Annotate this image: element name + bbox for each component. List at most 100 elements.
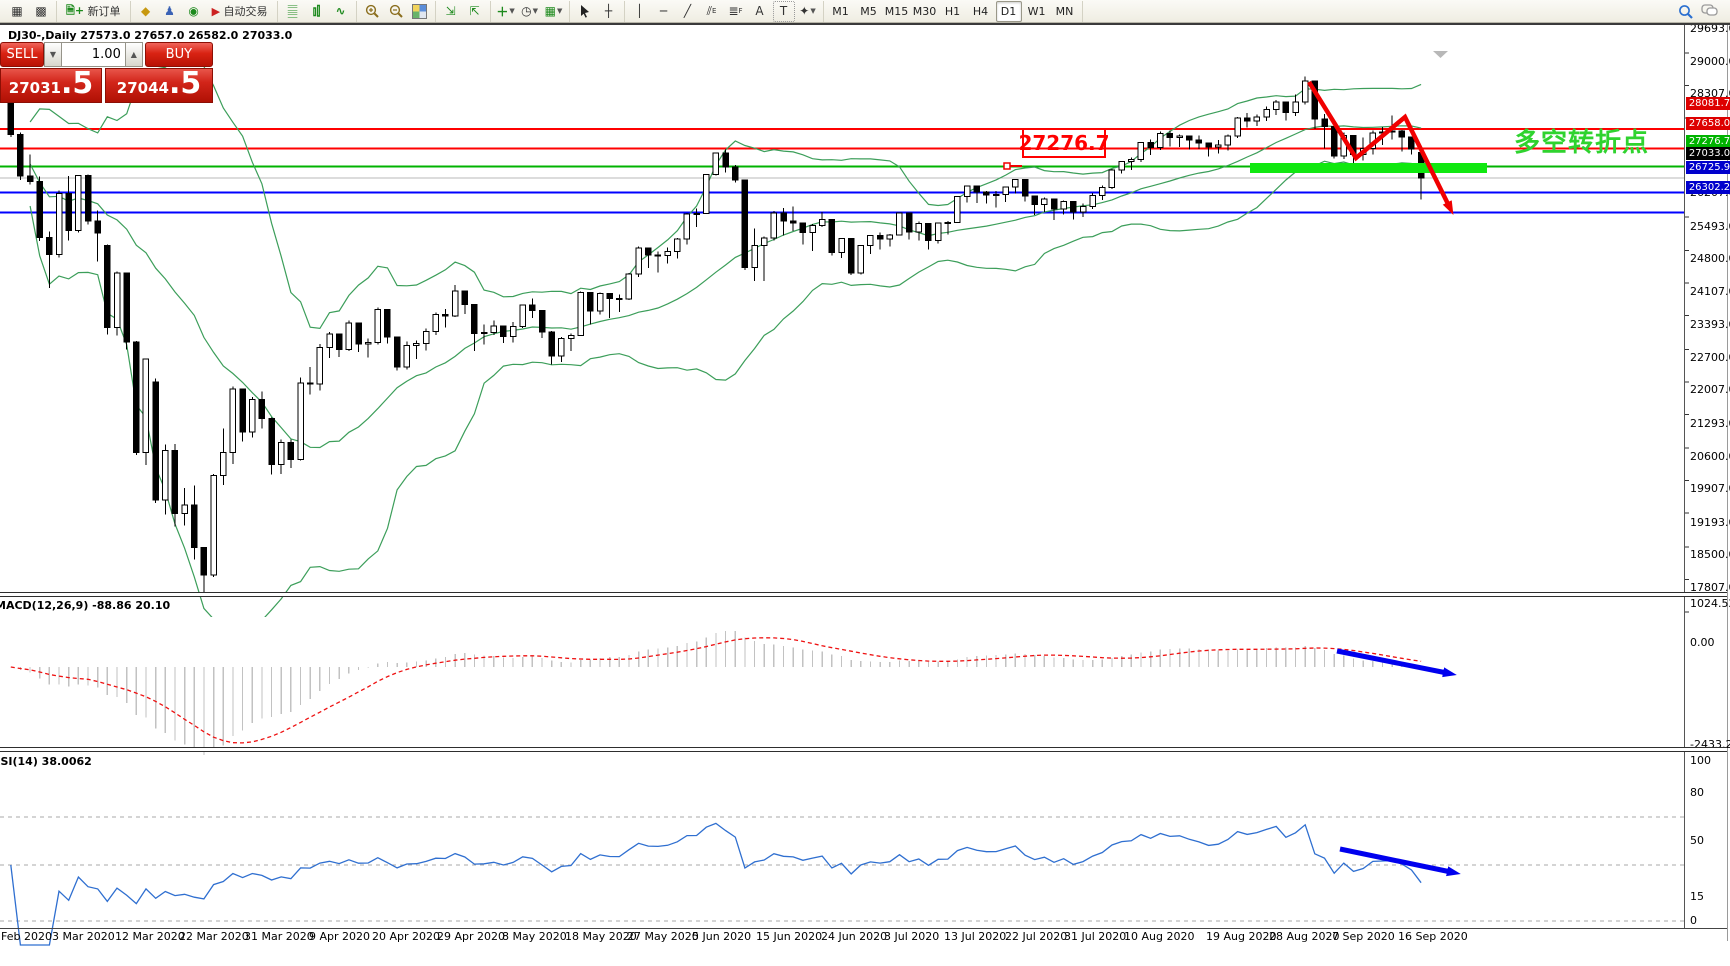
tf-m1[interactable]: M1 — [832, 4, 849, 18]
main-toolbar: ▦ ▩ 🗎+ 新订单 ◆ ♟ ◉ ▶ 自动交易 𝄛 ⫾⫿ ∿ ⇲ ⇱ ＋ ▼ ◷ ▼… — [0, 0, 1730, 23]
rsi-axis-label: 0 — [1690, 914, 1697, 927]
tf-h4[interactable]: H4 — [972, 4, 989, 18]
timeframe-bar: M1 M5 M15 M30 H1 H4 D1 W1 MN — [824, 0, 1083, 22]
date-axis-label: 9 Apr 2020 — [309, 930, 371, 943]
buy-button[interactable]: BUY — [144, 42, 213, 67]
crosshair-tool[interactable]: ┼ — [604, 4, 613, 18]
price-callout-27276[interactable]: 27276.7 — [1018, 128, 1110, 158]
zoom-in-icon[interactable] — [361, 1, 383, 22]
web-terminal-icon[interactable]: ♟ — [164, 4, 175, 18]
volume-input[interactable] — [61, 42, 125, 67]
autotrade-icon: ▶ — [211, 4, 221, 18]
one-click-trading-panel: SELL ▼ ▲ BUY 27031.5 27044.5 — [0, 42, 213, 103]
indicators-button[interactable]: ＋ ▼ — [496, 4, 515, 19]
rsi-axis-label: 15 — [1690, 890, 1704, 903]
text-tool[interactable]: A — [755, 4, 764, 18]
price-tick: 20600.0 — [1690, 450, 1730, 463]
rsi-trend-arrow — [1339, 846, 1461, 877]
hline-tool[interactable]: ─ — [659, 4, 668, 18]
price-line-label: 26725.9 — [1686, 161, 1730, 174]
buy-price-display[interactable]: 27044.5 — [105, 68, 213, 103]
vline-tool[interactable]: │ — [635, 4, 644, 18]
shapes-tool[interactable]: ✦ ▼ — [799, 4, 816, 18]
rsi-label: RSI(14) 38.0062 — [0, 755, 92, 768]
date-axis-label: 22 Jul 2020 — [1005, 930, 1068, 943]
macd-label: MACD(12,26,9) -88.86 20.10 — [0, 599, 171, 612]
channel-tool[interactable]: ⫽ E — [706, 3, 717, 18]
date-axis-label: 15 Jun 2020 — [756, 930, 823, 943]
price-tick: 19907.0 — [1690, 482, 1730, 495]
price-tick: 29693.0 — [1690, 22, 1730, 35]
date-axis-label: Feb 2020 — [1, 930, 52, 943]
macd-panel-separator[interactable] — [0, 592, 1727, 597]
date-axis-label: 27 May 2020 — [627, 930, 699, 943]
cursor-tool[interactable] — [574, 1, 596, 22]
profiles-icon[interactable]: ▩ — [35, 4, 47, 18]
macd-trend-arrow — [1336, 648, 1457, 678]
date-axis-label: 28 Aug 2020 — [1269, 930, 1340, 943]
price-tick: 23393.0 — [1690, 318, 1730, 331]
rsi-panel-separator[interactable] — [0, 747, 1727, 752]
trendline-tool[interactable]: ╱ — [683, 4, 692, 18]
candle-chart-icon[interactable]: ⫾⫿ — [312, 3, 321, 18]
tf-m30[interactable]: M30 — [912, 4, 937, 18]
rsi-axis-label: 80 — [1690, 786, 1704, 799]
support-zone-bar — [1250, 163, 1487, 173]
price-tick: 17807.0 — [1690, 581, 1730, 594]
volume-decrease-button[interactable]: ▼ — [44, 42, 62, 67]
macd-axis-label: 1024.52 — [1690, 597, 1730, 610]
tf-m5[interactable]: M5 — [860, 4, 877, 18]
periods-button[interactable]: ◷ ▼ — [521, 4, 538, 18]
date-axis-label: 7 Sep 2020 — [1332, 930, 1395, 943]
date-axis-label: 31 Jul 2020 — [1064, 930, 1127, 943]
arrange-auto-icon[interactable]: ⇲ — [445, 4, 456, 18]
zoom-out-icon[interactable] — [385, 1, 407, 22]
templates-button[interactable]: ▦ ▼ — [544, 4, 563, 18]
news-icon[interactable]: ◉ — [188, 4, 199, 18]
tf-h1[interactable]: H1 — [944, 4, 961, 18]
cn-annotation[interactable]: 多空转折点 — [1514, 128, 1650, 158]
date-axis-label: 13 Jul 2020 — [944, 930, 1007, 943]
price-line-label: 27276.7 — [1686, 135, 1730, 148]
tf-w1[interactable]: W1 — [1027, 4, 1046, 18]
window-border-right — [1727, 23, 1728, 941]
price-tick: 25493.0 — [1690, 220, 1730, 233]
arrange-shift-icon[interactable]: ⇱ — [469, 4, 480, 18]
date-axis-label: 19 Aug 2020 — [1206, 930, 1277, 943]
date-axis-label: 12 Mar 2020 — [115, 930, 185, 943]
date-axis-label: 20 Apr 2020 — [372, 930, 441, 943]
date-axis-label: 16 Sep 2020 — [1398, 930, 1468, 943]
line-chart-icon[interactable]: ∿ — [335, 4, 346, 18]
date-axis-label: 3 Jul 2020 — [884, 930, 940, 943]
price-tick: 28307.0 — [1690, 87, 1730, 100]
price-tick: 21293.0 — [1690, 417, 1730, 430]
price-line-label: 26302.2 — [1686, 181, 1730, 194]
plus-doc-icon: 🗎+ — [66, 3, 85, 17]
new-chart-icon[interactable]: ▦ — [11, 4, 23, 18]
text-label-tool[interactable]: T — [772, 0, 795, 22]
auto-trading-button[interactable]: ▶ 自动交易 — [211, 4, 268, 19]
search-icon[interactable] — [1674, 1, 1696, 22]
tf-m15[interactable]: M15 — [884, 4, 909, 18]
bar-chart-icon[interactable]: 𝄛 — [287, 3, 298, 18]
chat-icon[interactable] — [1698, 1, 1720, 22]
fibonacci-tool[interactable]: ≣ F — [728, 4, 743, 18]
tile-windows-icon[interactable] — [409, 1, 431, 22]
sell-button[interactable]: SELL — [0, 42, 44, 67]
volume-increase-button[interactable]: ▲ — [124, 42, 143, 67]
tf-mn[interactable]: MN — [1055, 4, 1074, 18]
macd-axis-label: 0.00 — [1690, 636, 1715, 649]
new-order-button[interactable]: 🗎+ 新订单 — [61, 1, 126, 22]
chart-canvas[interactable] — [0, 25, 1730, 946]
chart-svg[interactable] — [0, 25, 1730, 966]
chart-title: DJ30-,Daily 27573.0 27657.0 26582.0 2703… — [8, 29, 293, 42]
rsi-axis-label: 100 — [1690, 754, 1711, 767]
rsi-axis-label: 50 — [1690, 834, 1704, 847]
tf-d1-active[interactable]: D1 — [995, 0, 1022, 22]
price-tick: 24800.0 — [1690, 252, 1730, 265]
date-axis-label: 18 May 2020 — [565, 930, 637, 943]
chart-shift-marker — [1433, 51, 1448, 58]
sound-icon[interactable]: ◆ — [140, 4, 151, 18]
date-axis-border — [0, 928, 1727, 929]
sell-price-display[interactable]: 27031.5 — [0, 68, 102, 103]
